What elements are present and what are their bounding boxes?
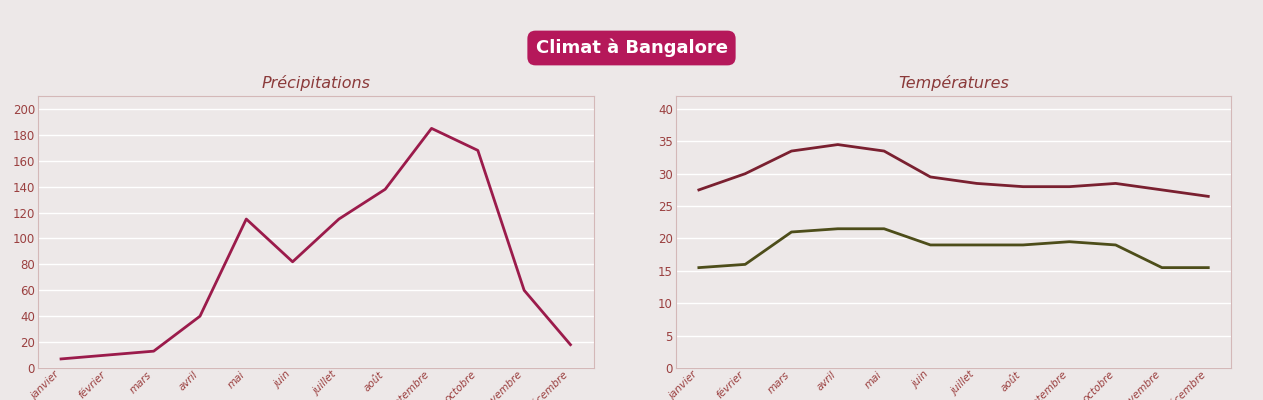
Moyenne Max: [738, 171, 753, 176]
Text: Climat à Bangalore: Climat à Bangalore: [536, 39, 727, 57]
Moyenne Min: [830, 226, 845, 231]
Moyenne Min: [1108, 242, 1123, 247]
Moyenne Max: [923, 174, 938, 179]
Moyenne Min: [1062, 239, 1077, 244]
Moyenne Max: [969, 181, 984, 186]
Moyenne Min: [923, 242, 938, 247]
Moyenne Min: [738, 262, 753, 267]
Moyenne Max: [691, 188, 706, 192]
Moyenne Min: [969, 242, 984, 247]
Moyenne Max: [1154, 188, 1170, 192]
Moyenne Max: [1062, 184, 1077, 189]
Moyenne Max: [1015, 184, 1031, 189]
Moyenne Max: [1201, 194, 1216, 199]
Moyenne Min: [877, 226, 892, 231]
Moyenne Min: [691, 265, 706, 270]
Line: Moyenne Max: Moyenne Max: [698, 144, 1209, 196]
Moyenne Min: [784, 230, 799, 234]
Title: Précipitations: Précipitations: [261, 75, 370, 91]
Moyenne Max: [830, 142, 845, 147]
Line: Moyenne Min: Moyenne Min: [698, 229, 1209, 268]
Moyenne Max: [1108, 181, 1123, 186]
Moyenne Min: [1201, 265, 1216, 270]
Title: Températures: Températures: [898, 75, 1009, 91]
Moyenne Min: [1015, 242, 1031, 247]
Moyenne Max: [784, 149, 799, 154]
Moyenne Max: [877, 149, 892, 154]
Moyenne Min: [1154, 265, 1170, 270]
